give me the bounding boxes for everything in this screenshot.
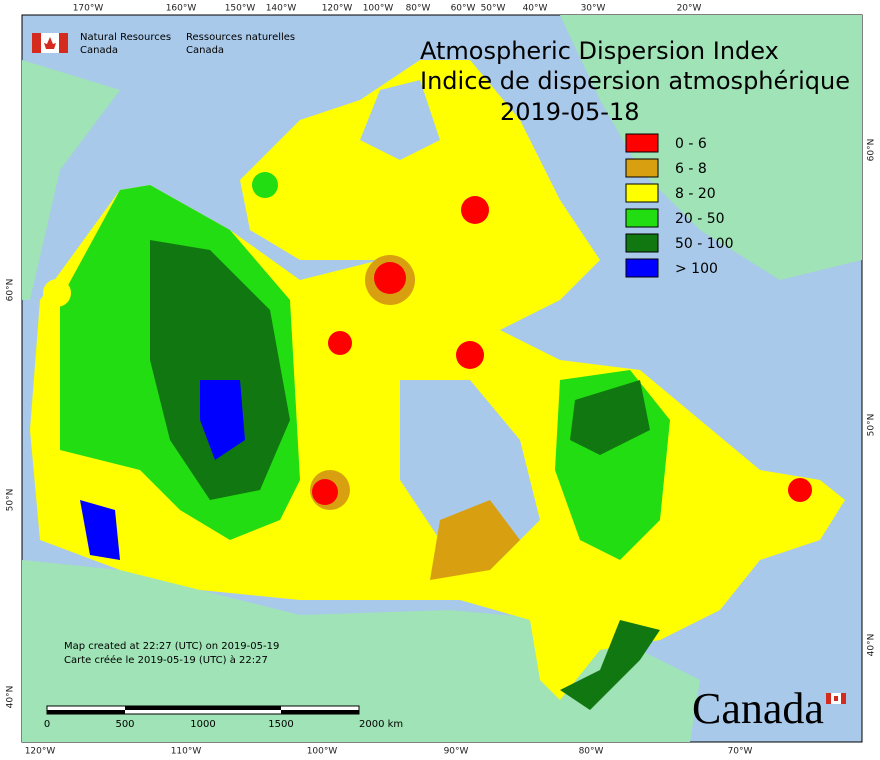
latitude-label: 60°N <box>6 279 16 302</box>
latitude-label: 40°N <box>6 686 16 709</box>
longitude-label: 80°W <box>579 747 604 757</box>
arctic-islands <box>240 60 600 330</box>
zone-red-5 <box>788 478 812 502</box>
zone-yellow-ak <box>43 279 71 307</box>
legend-swatch <box>625 158 659 178</box>
longitude-label: 140°W <box>266 4 297 14</box>
longitude-label: 100°W <box>363 4 394 14</box>
credit-en: Map created at 22:27 (UTC) on 2019-05-19 <box>64 641 279 652</box>
legend-label: 6 - 8 <box>675 161 707 177</box>
scale-label: 1500 <box>268 719 293 730</box>
scale-label: 1000 <box>190 719 215 730</box>
channel <box>360 80 440 160</box>
longitude-label: 90°W <box>444 747 469 757</box>
longitude-label: 60°W <box>451 4 476 14</box>
legend-label: 20 - 50 <box>675 211 725 227</box>
zone-dark-east <box>570 380 650 455</box>
longitude-label: 30°W <box>581 4 606 14</box>
zone-dark-south <box>560 620 660 710</box>
zone-red-2 <box>312 479 338 505</box>
legend-swatch <box>625 208 659 228</box>
agency-en: Natural Resources <box>80 32 171 43</box>
zone-dark-west <box>150 240 290 500</box>
longitude-label: 110°W <box>171 747 202 757</box>
latitude-label: 50°N <box>867 414 877 437</box>
longitude-label: 80°W <box>406 4 431 14</box>
zone-red-3 <box>456 341 484 369</box>
wordmark-flag <box>826 693 846 704</box>
zone-red-4 <box>461 196 489 224</box>
zone-blue <box>200 380 245 460</box>
scale-label: 500 <box>115 719 134 730</box>
zone-red-6 <box>328 331 352 355</box>
legend-label: 8 - 20 <box>675 186 716 202</box>
agency-fr: Canada <box>186 45 224 56</box>
scale-label: 0 <box>44 719 50 730</box>
legend-swatch <box>625 183 659 203</box>
agency-flag <box>32 33 68 53</box>
legend-label: 0 - 6 <box>675 136 707 152</box>
zone-red <box>374 262 406 294</box>
longitude-label: 50°W <box>481 4 506 14</box>
legend-label: > 100 <box>675 261 718 277</box>
wordmark: Canada <box>692 684 824 733</box>
legend-swatch <box>625 258 659 278</box>
longitude-label: 70°W <box>728 747 753 757</box>
scale-label: 2000 km <box>359 719 403 730</box>
longitude-label: 20°W <box>677 4 702 14</box>
usa <box>22 560 700 742</box>
agency-en: Canada <box>80 45 118 56</box>
longitude-label: 150°W <box>225 4 256 14</box>
longitude-label: 160°W <box>166 4 197 14</box>
zone-green-island <box>252 172 278 198</box>
zone-orange <box>430 500 520 580</box>
longitude-label: 100°W <box>307 747 338 757</box>
map <box>22 15 862 742</box>
title-date: 2019-05-18 <box>500 98 639 126</box>
zone-blue-bc <box>80 500 120 560</box>
greenland <box>560 15 862 280</box>
longitude-label: 120°W <box>322 4 353 14</box>
graticule-labels: 170°W 160°W 150°W 140°W 120°W 100°W 80°W 60°W 50… <box>6 4 877 757</box>
agency-fr: Ressources naturelles <box>186 32 295 43</box>
alaska <box>22 60 120 300</box>
credit-fr: Carte créée le 2019-05-19 (UTC) à 22:27 <box>64 654 268 666</box>
hudson-bay <box>400 380 540 560</box>
legend-swatch <box>625 133 659 153</box>
longitude-label: 170°W <box>73 4 104 14</box>
scale-bar: 0 500 1000 1500 2000 km <box>44 705 403 730</box>
title-en: Atmospheric Dispersion Index <box>420 37 779 65</box>
latitude-label: 40°N <box>867 634 877 657</box>
latitude-label: 50°N <box>6 489 16 512</box>
legend: 0 - 6 6 - 8 8 - 20 20 - 50 50 - 100 > 100 <box>625 133 734 278</box>
legend-label: 50 - 100 <box>675 236 734 252</box>
longitude-label: 40°W <box>523 4 548 14</box>
legend-swatch <box>625 233 659 253</box>
latitude-label: 60°N <box>867 139 877 162</box>
title-fr: Indice de dispersion atmosphérique <box>420 67 850 95</box>
longitude-label: 120°W <box>25 747 56 757</box>
